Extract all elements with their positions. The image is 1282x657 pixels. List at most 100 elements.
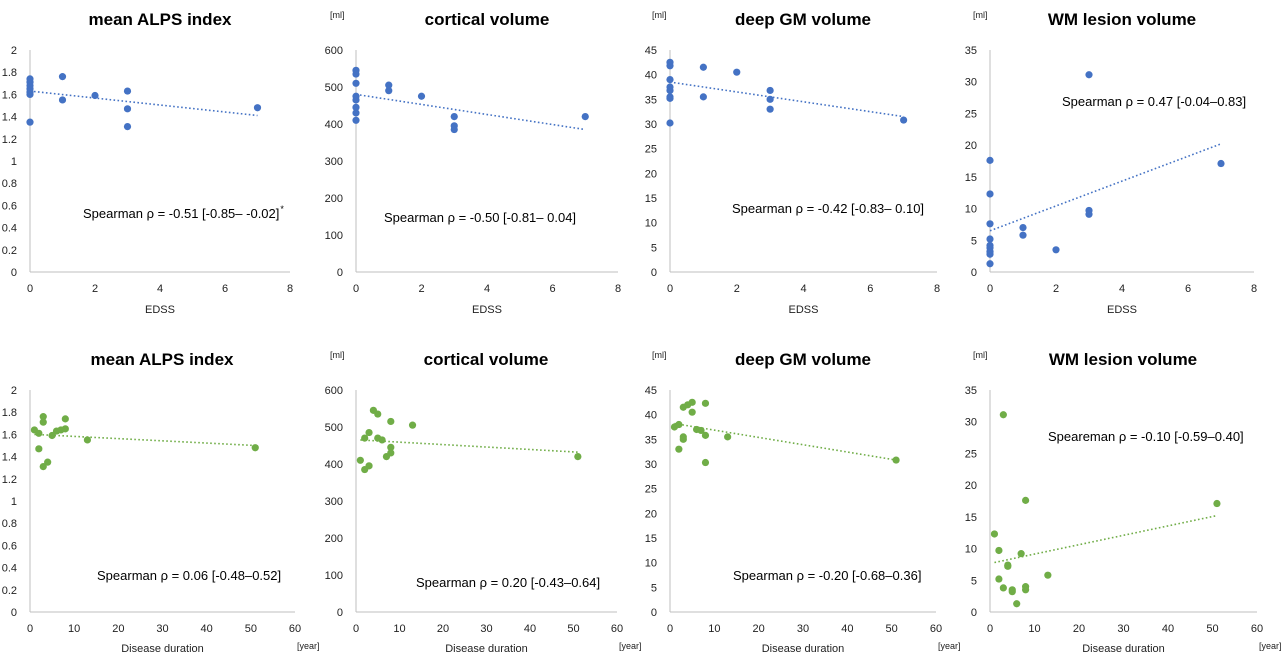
data-point bbox=[697, 426, 705, 435]
x-unit-label: [year] bbox=[938, 641, 961, 651]
data-point bbox=[1019, 224, 1027, 232]
y-tick-label: 5 bbox=[651, 242, 657, 254]
data-point bbox=[666, 76, 674, 84]
x-tick-label: 0 bbox=[27, 623, 33, 635]
x-tick-label: 20 bbox=[753, 623, 765, 635]
x-tick-label: 8 bbox=[1251, 283, 1257, 295]
chart-title: mean ALPS index bbox=[91, 350, 235, 369]
y-tick-label: 15 bbox=[645, 533, 657, 545]
data-point bbox=[253, 104, 262, 112]
x-tick-label: 10 bbox=[68, 623, 80, 635]
spearman-annotation: Spearman ρ = 0.47 [-0.04–0.83] bbox=[1062, 94, 1246, 109]
y-tick-label: 5 bbox=[971, 575, 977, 587]
y-tick-label: 0.2 bbox=[2, 245, 17, 257]
y-tick-label: 25 bbox=[965, 448, 977, 460]
y-tick-label: 20 bbox=[965, 480, 977, 492]
data-point bbox=[48, 431, 56, 440]
data-point bbox=[374, 410, 382, 418]
chart-title: WM lesion volume bbox=[1049, 350, 1197, 369]
data-point bbox=[123, 105, 132, 113]
y-tick-label: 1.6 bbox=[2, 429, 17, 441]
data-point bbox=[1213, 499, 1221, 508]
x-tick-label: 0 bbox=[353, 623, 359, 635]
data-point bbox=[1044, 571, 1052, 579]
spearman-annotation: Spearman ρ = 0.06 [-0.48–0.52] bbox=[97, 568, 281, 583]
x-tick-label: 4 bbox=[484, 283, 490, 295]
significance-marker: * bbox=[280, 204, 284, 214]
x-unit-label: [year] bbox=[297, 641, 320, 651]
x-tick-label: 0 bbox=[27, 283, 33, 295]
y-tick-label: 0 bbox=[11, 607, 17, 619]
trend-line bbox=[34, 433, 256, 447]
data-point bbox=[995, 546, 1003, 555]
y-tick-label: 10 bbox=[645, 558, 657, 570]
data-point bbox=[990, 530, 999, 538]
x-tick-label: 0 bbox=[987, 623, 993, 635]
data-point bbox=[378, 436, 386, 444]
data-point bbox=[356, 456, 364, 464]
data-point bbox=[58, 73, 67, 81]
y-tick-label: 45 bbox=[645, 45, 657, 57]
y-tick-label: 10 bbox=[965, 544, 977, 556]
x-tick-label: 40 bbox=[1162, 623, 1174, 635]
y-tick-label: 10 bbox=[645, 218, 657, 230]
y-tick-label: 1.8 bbox=[2, 407, 17, 419]
x-tick-label: 50 bbox=[245, 623, 257, 635]
data-point bbox=[1085, 71, 1093, 79]
x-tick-label: 10 bbox=[708, 623, 720, 635]
x-tick-label: 4 bbox=[800, 283, 806, 295]
data-point bbox=[385, 87, 393, 95]
x-tick-label: 60 bbox=[1251, 623, 1263, 635]
y-tick-label: 100 bbox=[325, 570, 343, 582]
data-point bbox=[1217, 159, 1225, 168]
y-tick-label: 600 bbox=[325, 45, 343, 57]
y-tick-label: 30 bbox=[645, 119, 657, 131]
y-tick-label: 0.8 bbox=[2, 178, 17, 190]
y-tick-label: 0 bbox=[651, 607, 657, 619]
y-tick-label: 100 bbox=[325, 230, 343, 242]
y-tick-label: 30 bbox=[645, 459, 657, 471]
spearman-annotation: Spearman ρ = 0.20 [-0.43–0.64] bbox=[416, 575, 600, 590]
trend-line bbox=[29, 90, 258, 117]
y-tick-label: 35 bbox=[645, 434, 657, 446]
y-tick-label: 0.6 bbox=[2, 200, 17, 212]
y-tick-label: 35 bbox=[965, 45, 977, 57]
y-tick-label: 0.6 bbox=[2, 540, 17, 552]
data-point bbox=[450, 113, 458, 121]
data-point bbox=[733, 68, 741, 76]
trend-line bbox=[355, 93, 586, 131]
y-tick-label: 45 bbox=[645, 385, 657, 397]
data-point bbox=[387, 417, 395, 426]
y-tick-label: 40 bbox=[645, 410, 657, 422]
panel-3: deep GM volume [ml] 0 5 10 15 20 25 30 35 40 45 0 2 4 6… bbox=[645, 10, 940, 316]
x-axis-label: EDSS bbox=[145, 304, 175, 316]
y-tick-label: 15 bbox=[645, 193, 657, 205]
y-tick-label: 35 bbox=[645, 94, 657, 106]
spearman-annotation: Spearman ρ = -0.50 [-0.81– 0.04] bbox=[384, 210, 576, 225]
y-tick-label: 15 bbox=[965, 512, 977, 524]
x-tick-label: 40 bbox=[201, 623, 213, 635]
panel-7: deep GM volume [ml] 0 5 10 15 20 25 30 35 40 45 0 10 2… bbox=[645, 350, 961, 655]
trend-line bbox=[360, 439, 578, 453]
data-point bbox=[26, 118, 34, 126]
data-point bbox=[688, 408, 696, 416]
x-tick-label: 20 bbox=[1073, 623, 1085, 635]
y-tick-label: 1.4 bbox=[2, 112, 17, 124]
data-point bbox=[39, 413, 47, 421]
y-tick-label: 0 bbox=[651, 267, 657, 279]
data-point bbox=[666, 62, 674, 70]
y-tick-label: 35 bbox=[965, 385, 977, 397]
data-point bbox=[679, 435, 687, 443]
data-point bbox=[995, 575, 1003, 583]
y-tick-label: 40 bbox=[645, 70, 657, 82]
x-tick-label: 0 bbox=[353, 283, 359, 295]
x-tick-label: 30 bbox=[1117, 623, 1129, 635]
chart-title: mean ALPS index bbox=[89, 10, 233, 29]
data-point bbox=[39, 418, 47, 426]
data-point bbox=[1008, 588, 1016, 596]
y-tick-label: 300 bbox=[325, 496, 343, 508]
y-tick-label: 25 bbox=[645, 144, 657, 156]
x-tick-label: 60 bbox=[930, 623, 942, 635]
spearman-annotation: Speareman ρ = -0.10 [-0.59–0.40] bbox=[1048, 429, 1244, 444]
y-tick-label: 0.8 bbox=[2, 518, 17, 530]
